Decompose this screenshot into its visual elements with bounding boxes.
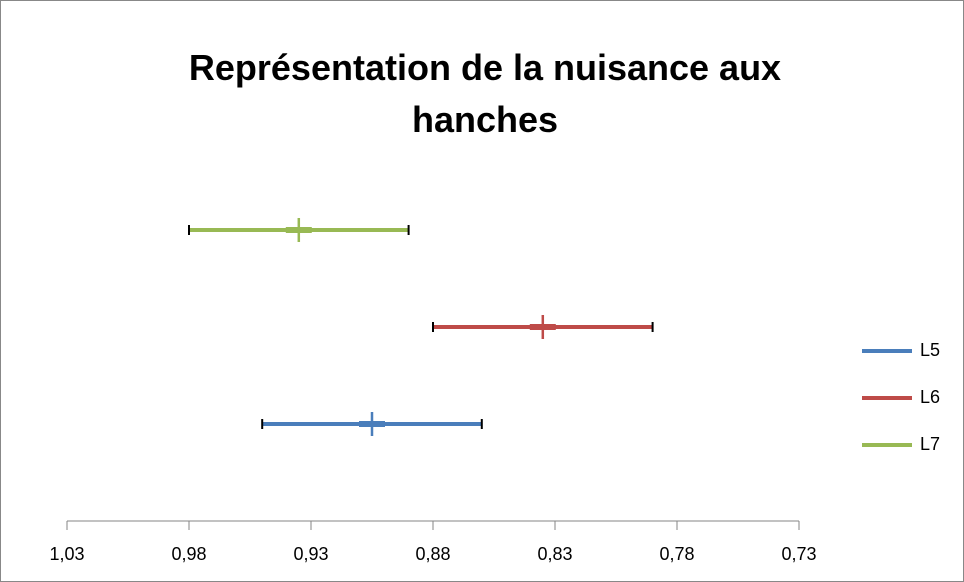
x-tick-label: 0,73 xyxy=(781,544,816,564)
legend-label: L7 xyxy=(920,434,940,454)
point xyxy=(529,315,556,339)
legend-label: L5 xyxy=(920,340,940,360)
legend-label: L6 xyxy=(920,387,940,407)
x-tick-label: 0,93 xyxy=(293,544,328,564)
x-tick-label: 0,83 xyxy=(537,544,572,564)
x-tick-label: 0,78 xyxy=(659,544,694,564)
x-tick-label: 0,98 xyxy=(171,544,206,564)
x-tick-label: 0,88 xyxy=(415,544,450,564)
point xyxy=(359,412,385,436)
x-tick-label: 1,03 xyxy=(49,544,84,564)
chart-title: Représentation de la nuisance aux hanche… xyxy=(188,47,782,140)
point xyxy=(285,218,312,242)
